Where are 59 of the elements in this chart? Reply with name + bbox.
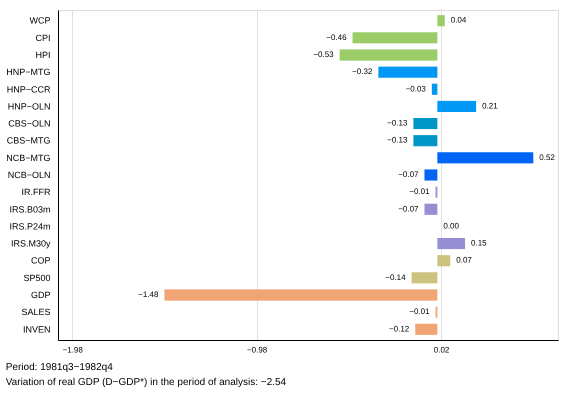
data-label: −1.48 [138,290,159,299]
bar [413,135,438,146]
y-tick-label: HNP−OLN [8,101,50,112]
data-label: −0.07 [398,170,420,179]
bar [164,289,438,301]
y-tick-label: WCP [30,16,50,26]
y-tick-label: HPI [35,50,50,60]
y-tick-label: IRS.M30y [10,238,51,249]
y-tick-label: CPI [35,32,50,43]
y-tick-label: IRS.B03m [9,204,50,214]
data-label: 0.15 [471,238,488,248]
bar [424,169,438,181]
y-tick-label: HNP−MTG [6,67,50,78]
bar [412,272,438,284]
data-label: 0.21 [482,101,498,110]
bar [432,84,438,95]
y-tick-label: SALES [21,307,50,318]
x-tick-label: −1.98 [62,346,84,354]
bar [437,15,445,26]
data-label: −0.12 [389,324,410,334]
bar [413,118,438,130]
bar [424,204,438,215]
y-tick-label: HNP−CCR [6,84,51,94]
data-label: 0.07 [456,256,472,265]
bar [340,49,438,61]
y-tick-label: IRS.P24m [9,221,50,232]
data-label: −0.53 [313,50,334,59]
bar [437,100,476,112]
y-tick-label: COP [30,256,50,266]
data-label: 0.52 [539,152,556,162]
y-tick-label: CBS−OLN [8,118,50,129]
data-label: −0.32 [352,67,373,76]
bar [437,238,466,250]
data-label: −0.01 [409,187,430,196]
y-tick-label: NCB−MTG [6,152,50,163]
y-tick-label: SP500 [23,272,50,283]
data-label: 0.00 [443,221,460,230]
data-label: 0.04 [450,16,467,25]
y-tick-label: INVEN [22,324,50,334]
bar [437,255,450,266]
data-label: −0.14 [385,272,406,282]
data-label: −0.13 [387,136,408,145]
y-tick-label: GDP [30,290,50,300]
bar [352,32,438,44]
text: Variation of real GDP (D−GDP*) in the period of analysis: −2.54 [6,377,287,388]
y-tick-label: IR.FFR [22,187,51,198]
x-tick-label: −0.98 [247,346,268,354]
data-label: −0.46 [326,32,348,42]
data-label: −0.07 [398,204,420,214]
data-label: −0.13 [387,118,408,128]
bar [437,152,534,164]
data-label: −0.03 [406,84,426,94]
text: Period: 1981q3−1982q4 [6,362,114,373]
bar [378,66,438,78]
data-label: −0.01 [409,307,430,316]
y-tick-label: NCB−OLN [8,170,50,180]
y-tick-label: CBS−MTG [6,136,50,146]
bar [415,324,438,335]
x-tick-label: 0.02 [434,346,450,354]
